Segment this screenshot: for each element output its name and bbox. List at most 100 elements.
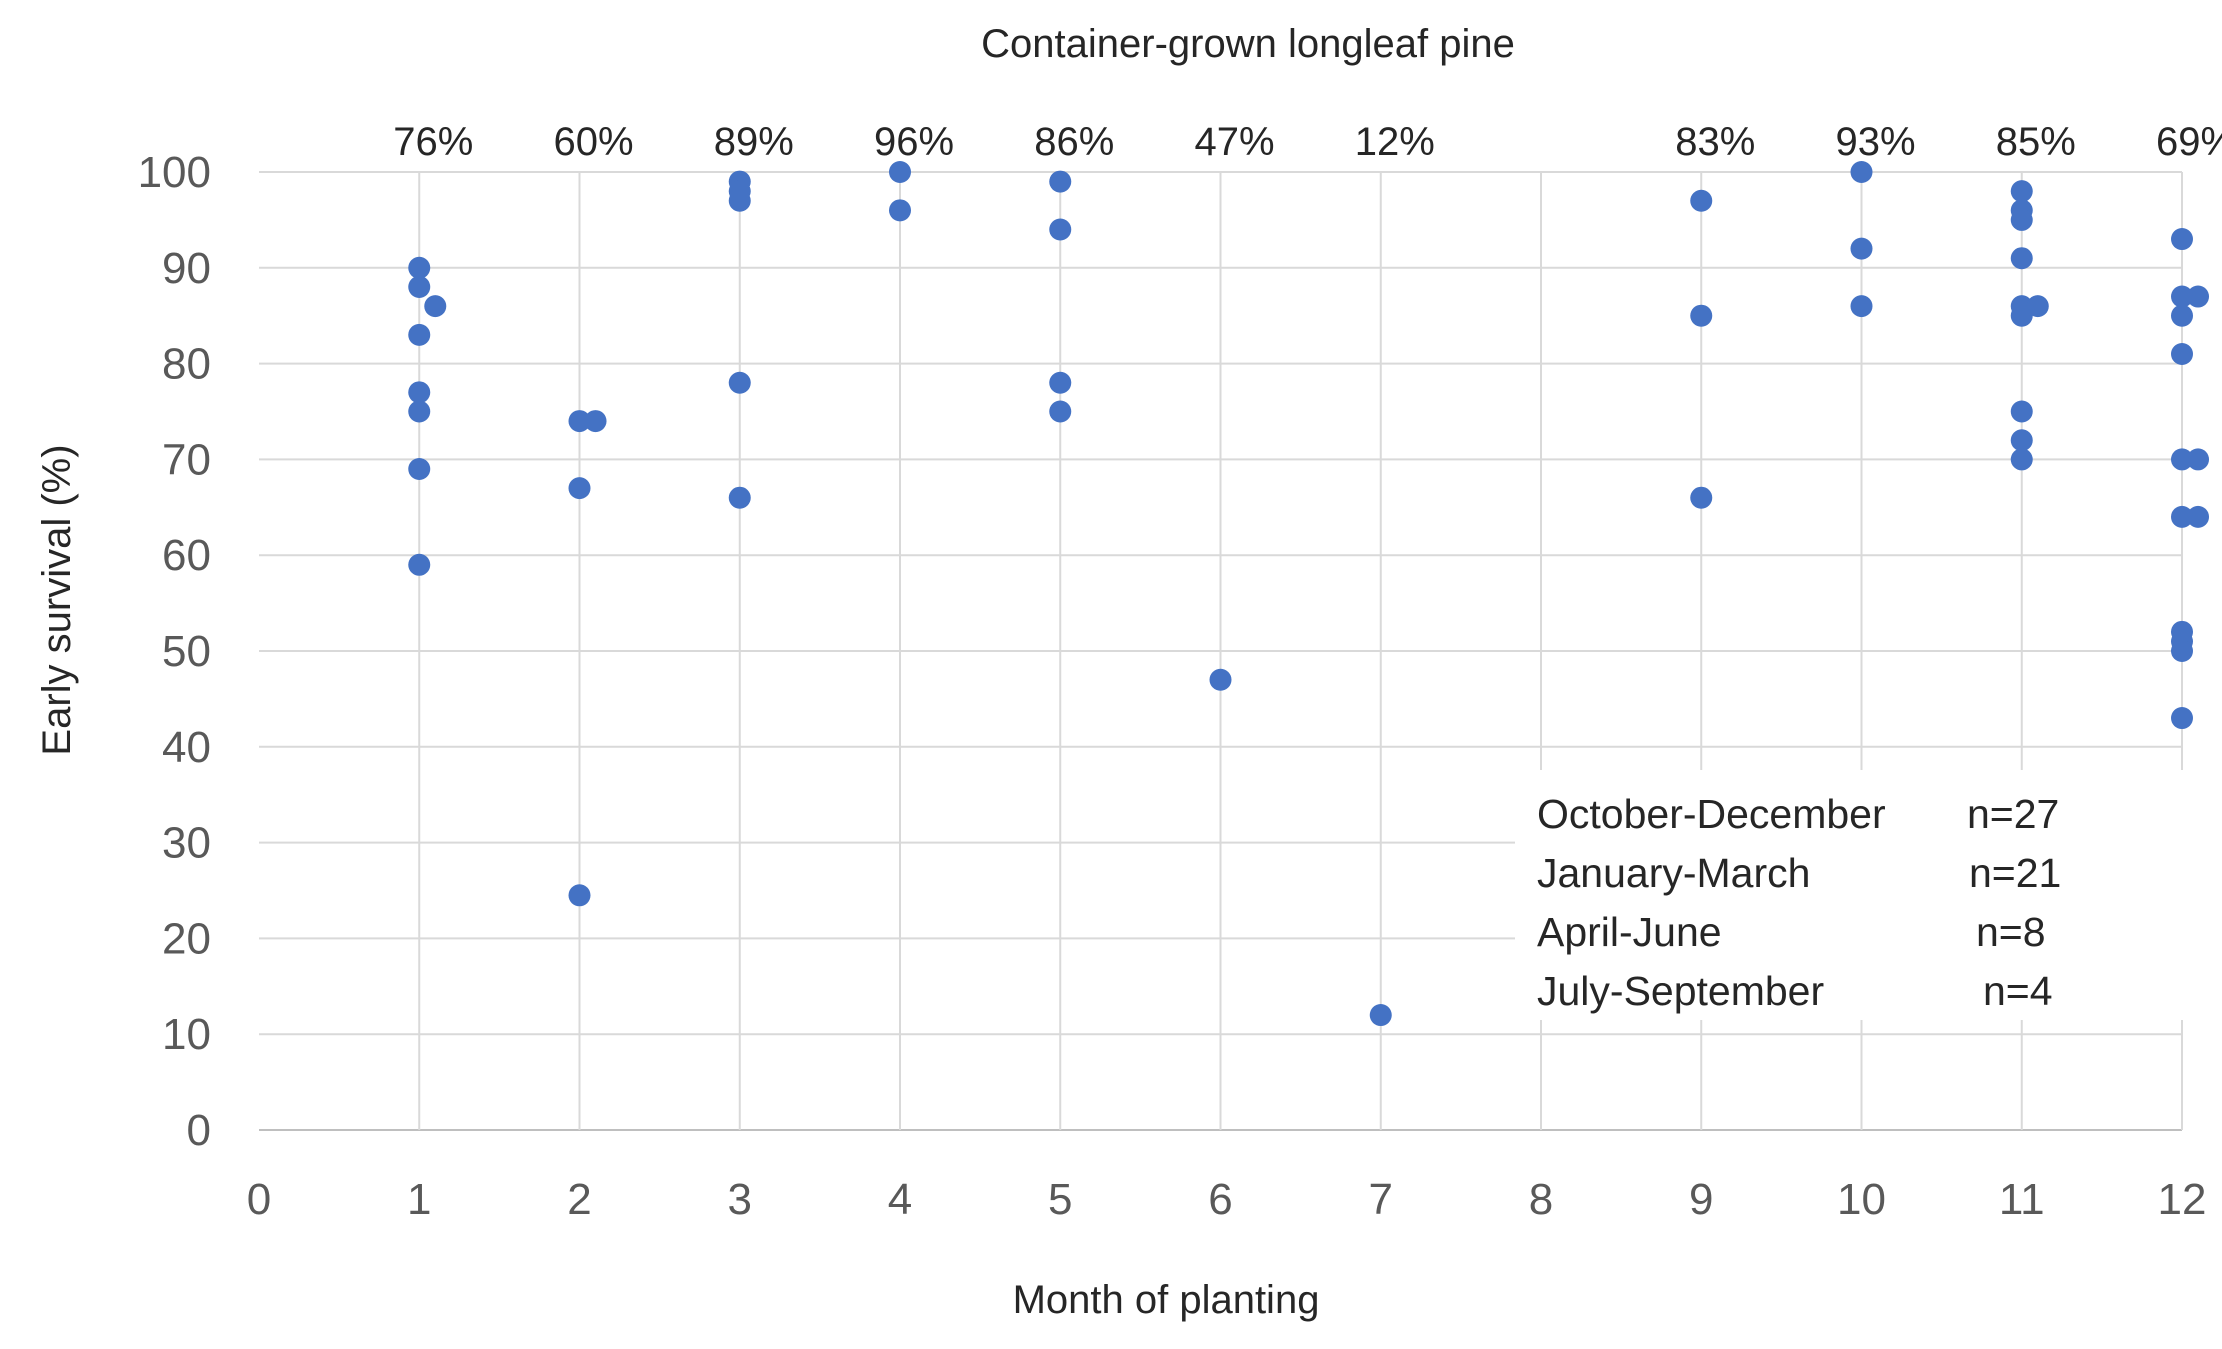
- y-axis-label: Early survival (%): [35, 444, 79, 755]
- y-tick-label: 60: [162, 531, 211, 580]
- data-point: [1209, 668, 1232, 691]
- y-tick-label: 100: [138, 148, 211, 197]
- data-points: [408, 161, 2210, 1027]
- legend-n-3: n=4: [1983, 968, 2053, 1014]
- survival-percent-label: 89%: [714, 120, 794, 164]
- data-point: [2010, 304, 2033, 327]
- data-point: [2187, 505, 2210, 528]
- data-point: [584, 410, 607, 433]
- survival-percent-label: 76%: [393, 120, 473, 164]
- data-point: [2010, 429, 2033, 452]
- x-tick-label: 8: [1529, 1175, 1553, 1224]
- x-tick-label: 0: [247, 1175, 271, 1224]
- data-point: [2171, 505, 2193, 528]
- data-point: [408, 381, 431, 404]
- x-tick-label: 10: [1837, 1175, 1886, 1224]
- y-tick-label: 0: [187, 1106, 211, 1155]
- data-point: [728, 189, 751, 212]
- survival-percent-label: 12%: [1355, 120, 1435, 164]
- y-tick-label: 30: [162, 819, 211, 868]
- data-point: [2171, 640, 2193, 662]
- data-point: [2171, 285, 2193, 308]
- x-tick-label: 3: [728, 1175, 752, 1224]
- x-axis-label: Month of planting: [1013, 1278, 1320, 1322]
- y-tick-label: 90: [162, 244, 211, 293]
- data-point: [1049, 170, 1072, 193]
- data-point: [2187, 285, 2210, 308]
- legend-n-1: n=21: [1969, 850, 2061, 896]
- survival-percent-label: 47%: [1194, 120, 1274, 164]
- data-point: [568, 884, 591, 907]
- data-point: [408, 553, 431, 576]
- data-point: [1690, 304, 1713, 327]
- legend-background: [1515, 770, 2195, 1020]
- data-point: [1690, 486, 1713, 509]
- x-tick-labels: 0 1 2 3 4 5 6 7 8 9 10 11 12: [247, 1175, 2207, 1224]
- data-point: [1690, 189, 1713, 212]
- data-point: [2171, 304, 2193, 327]
- legend-season-2: April-June: [1537, 909, 1722, 955]
- chart-title: Container-grown longleaf pine: [981, 22, 1515, 66]
- survival-percent-label: 86%: [1034, 120, 1114, 164]
- x-tick-label: 5: [1048, 1175, 1072, 1224]
- legend-n-2: n=8: [1976, 909, 2046, 955]
- x-tick-label: 2: [567, 1175, 591, 1224]
- y-tick-label: 10: [162, 1010, 211, 1059]
- data-point: [2171, 343, 2193, 366]
- data-point: [408, 400, 431, 423]
- survival-percent-label: 93%: [1835, 120, 1915, 164]
- data-point: [2010, 247, 2033, 270]
- data-point: [1850, 295, 1873, 318]
- data-point: [408, 457, 431, 480]
- data-point: [2010, 400, 2033, 423]
- data-point: [1049, 400, 1072, 423]
- survival-percent-label: 96%: [874, 120, 954, 164]
- y-tick-label: 80: [162, 340, 211, 389]
- x-tick-label: 11: [1999, 1175, 2045, 1224]
- x-tick-label: 4: [888, 1175, 912, 1224]
- data-point: [728, 371, 751, 394]
- data-point: [1369, 1004, 1392, 1027]
- data-point: [889, 199, 911, 222]
- x-tick-label: 7: [1369, 1175, 1393, 1224]
- y-tick-labels: 0 10 20 30 40 50 60 70 80 90 100: [138, 148, 211, 1155]
- data-point: [1850, 161, 1873, 183]
- legend-n-0: n=27: [1967, 791, 2059, 837]
- data-point: [2026, 295, 2049, 318]
- y-tick-label: 20: [162, 914, 211, 963]
- data-point: [408, 256, 431, 279]
- survival-percent-label: 85%: [1996, 120, 2076, 164]
- data-point: [568, 477, 591, 500]
- data-point: [2171, 228, 2193, 251]
- month-survival-labels: 76% 60% 89% 96% 86% 47% 12% 83% 93% 85% 69%: [393, 120, 2222, 164]
- data-point: [408, 323, 431, 346]
- data-point: [2171, 448, 2193, 471]
- x-tick-label: 12: [2158, 1175, 2207, 1224]
- legend-season-3: July-September: [1537, 968, 1824, 1014]
- data-point: [2010, 448, 2033, 471]
- data-point: [889, 161, 911, 183]
- y-tick-label: 70: [162, 435, 211, 484]
- x-tick-label: 1: [407, 1175, 431, 1224]
- data-point: [408, 275, 431, 298]
- survival-percent-label: 60%: [553, 120, 633, 164]
- data-point: [568, 410, 591, 433]
- data-point: [1049, 218, 1072, 241]
- data-point: [1049, 371, 1072, 394]
- data-point: [1850, 237, 1873, 260]
- legend-season-0: October-December: [1537, 791, 1886, 837]
- data-point: [2187, 448, 2210, 471]
- data-point: [2010, 208, 2033, 231]
- data-point: [728, 486, 751, 509]
- data-point: [2171, 707, 2193, 730]
- data-point: [424, 295, 447, 318]
- x-tick-label: 6: [1208, 1175, 1232, 1224]
- y-tick-label: 40: [162, 723, 211, 772]
- survival-percent-label: 69%: [2156, 120, 2222, 164]
- x-tick-label: 9: [1689, 1175, 1713, 1224]
- legend: October-December n=27 January-March n=21…: [1537, 791, 2061, 1014]
- y-tick-label: 50: [162, 627, 211, 676]
- legend-season-1: January-March: [1537, 850, 1810, 896]
- data-point: [2010, 180, 2033, 203]
